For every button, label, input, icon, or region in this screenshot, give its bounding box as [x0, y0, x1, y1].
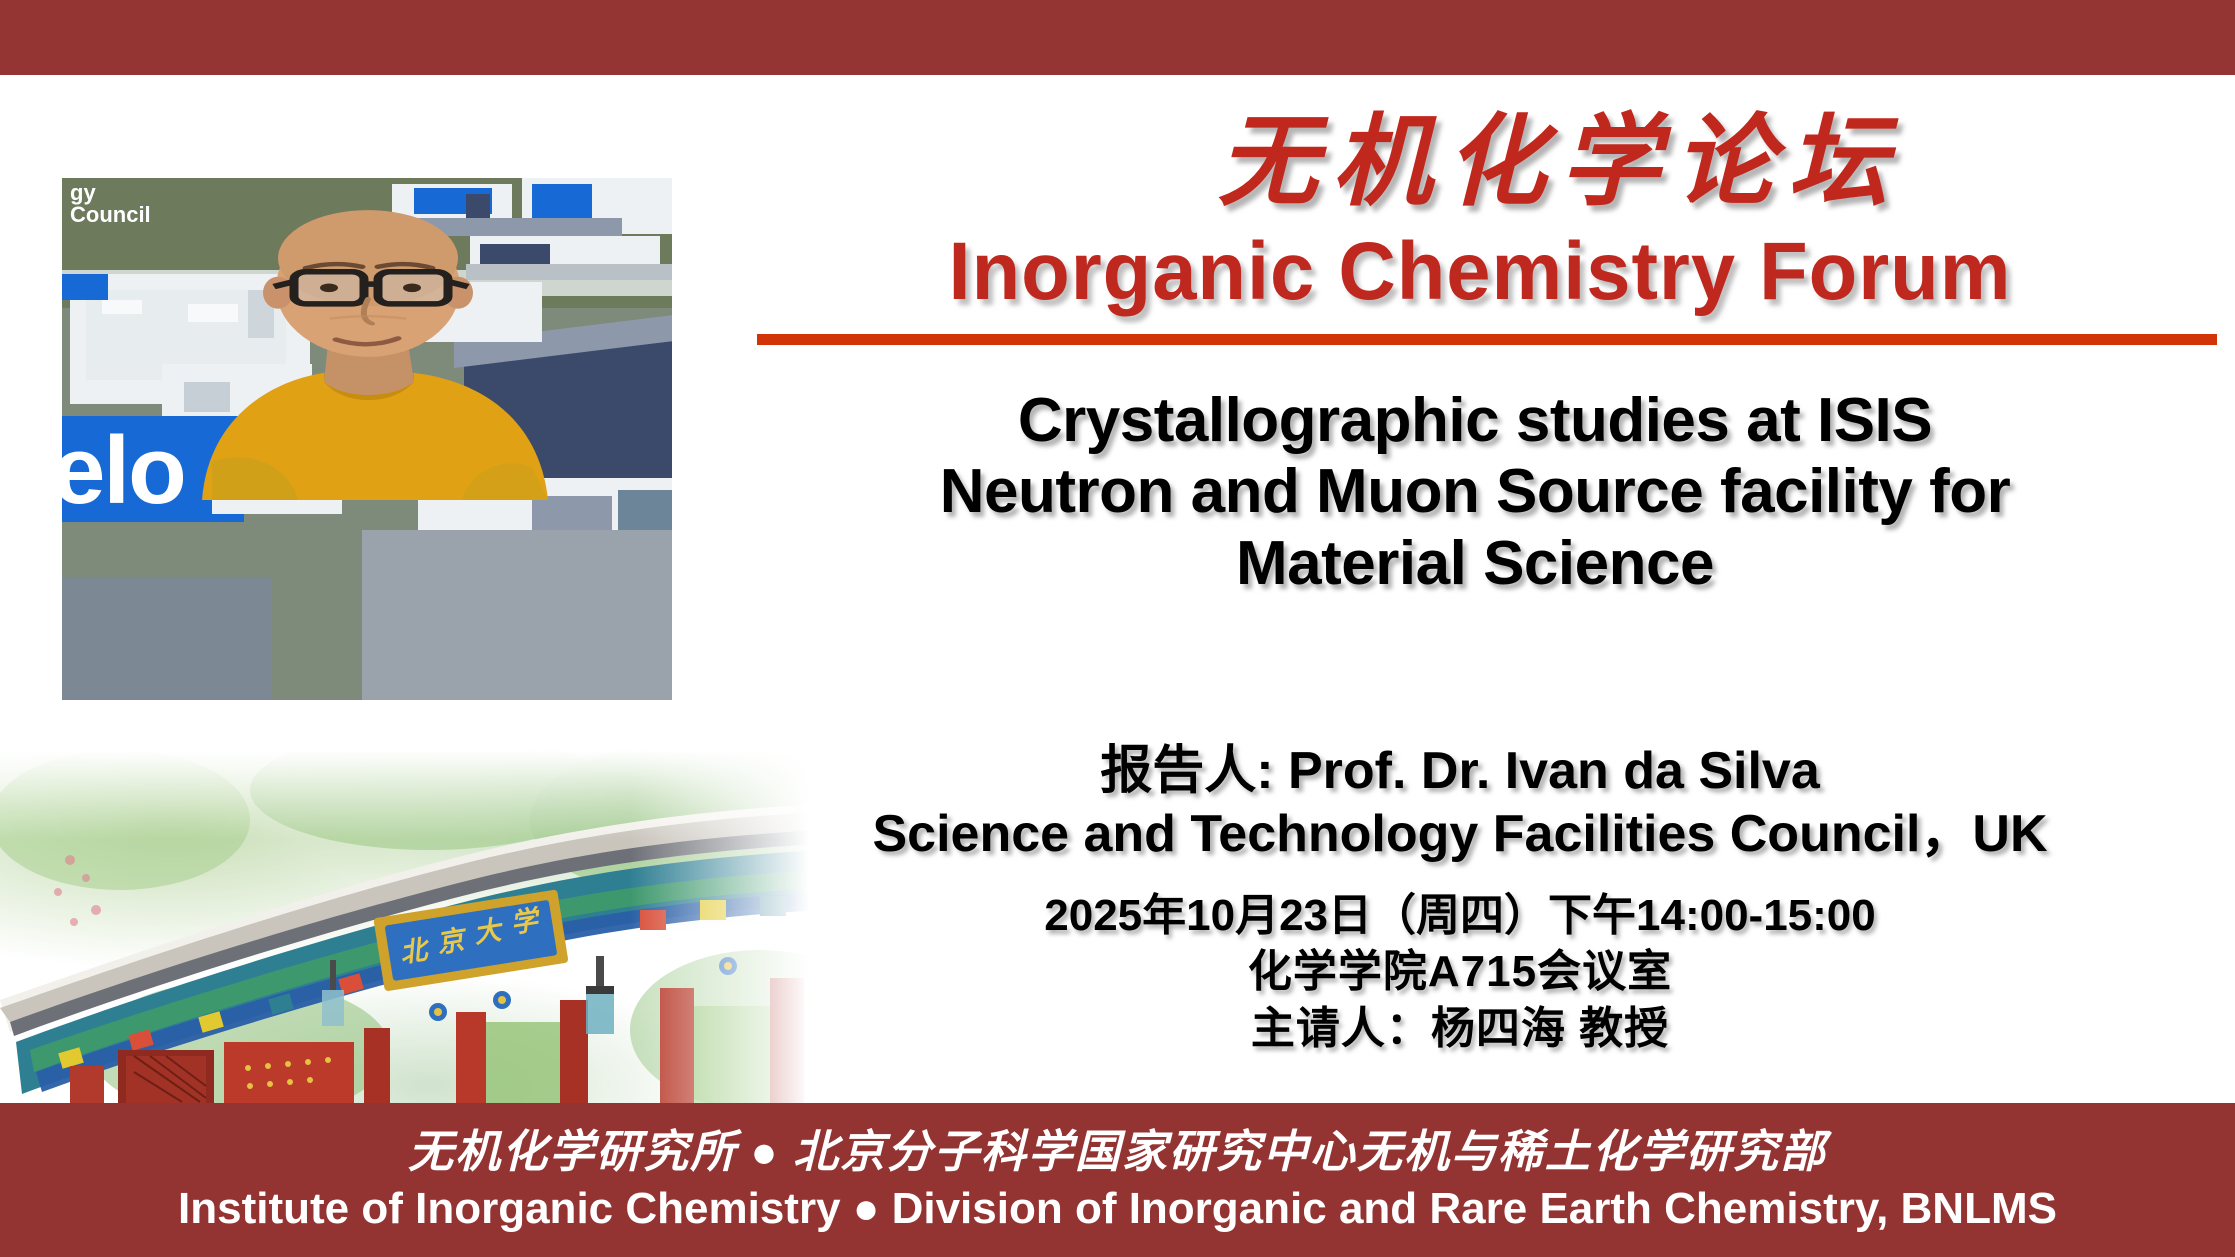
footer-brand-bar: 无机化学研究所 ● 北京分子科学国家研究中心无机与稀土化学研究部 Institu… — [0, 1103, 2235, 1257]
talk-title-line-2: Neutron and Muon Source facility for — [939, 457, 2011, 527]
speaker-affiliation: Science and Technology Facilities Counci… — [872, 805, 2048, 864]
forum-title-english: Inorganic Chemistry Forum — [948, 226, 2012, 317]
event-datetime: 2025年10月23日（周四）下午14:00-15:00 — [1044, 891, 1876, 940]
university-gate-illustration: 北京 大学 — [0, 750, 860, 1103]
footer-line-chinese: 无机化学研究所 ● 北京分子科学国家研究中心无机与稀土化学研究部 — [408, 1126, 1827, 1177]
talk-title-line-3: Material Science — [1236, 528, 1714, 598]
talk-title-line-1: Crystallographic studies at ISIS — [1017, 386, 1933, 455]
forum-title-chinese: 无机化学论坛 — [1218, 107, 1902, 218]
title-divider-rule — [757, 334, 2217, 345]
event-details: 2025年10月23日（周四）下午14:00-15:00 化学学院A715会议室… — [700, 888, 2220, 1057]
event-venue: 化学学院A715会议室 — [1247, 947, 1673, 997]
footer-line-english: Institute of Inorganic Chemistry ● Divis… — [178, 1183, 2057, 1233]
talk-title: Crystallographic studies at ISIS Neutron… — [735, 385, 2215, 599]
photo-watermark-logo: elo — [62, 417, 187, 524]
event-host: 主请人：杨四海 教授 — [1250, 1003, 1670, 1053]
speaker-portrait — [202, 210, 548, 500]
photo-watermark-top: gy Council — [70, 180, 151, 228]
top-brand-bar — [0, 0, 2235, 75]
speaker-photo: gy Council elo — [62, 178, 672, 700]
speaker-name: 报告人: Prof. Dr. Ivan da Silva — [1100, 742, 1820, 800]
speaker-info: 报告人: Prof. Dr. Ivan da Silva Science and… — [700, 740, 2220, 867]
